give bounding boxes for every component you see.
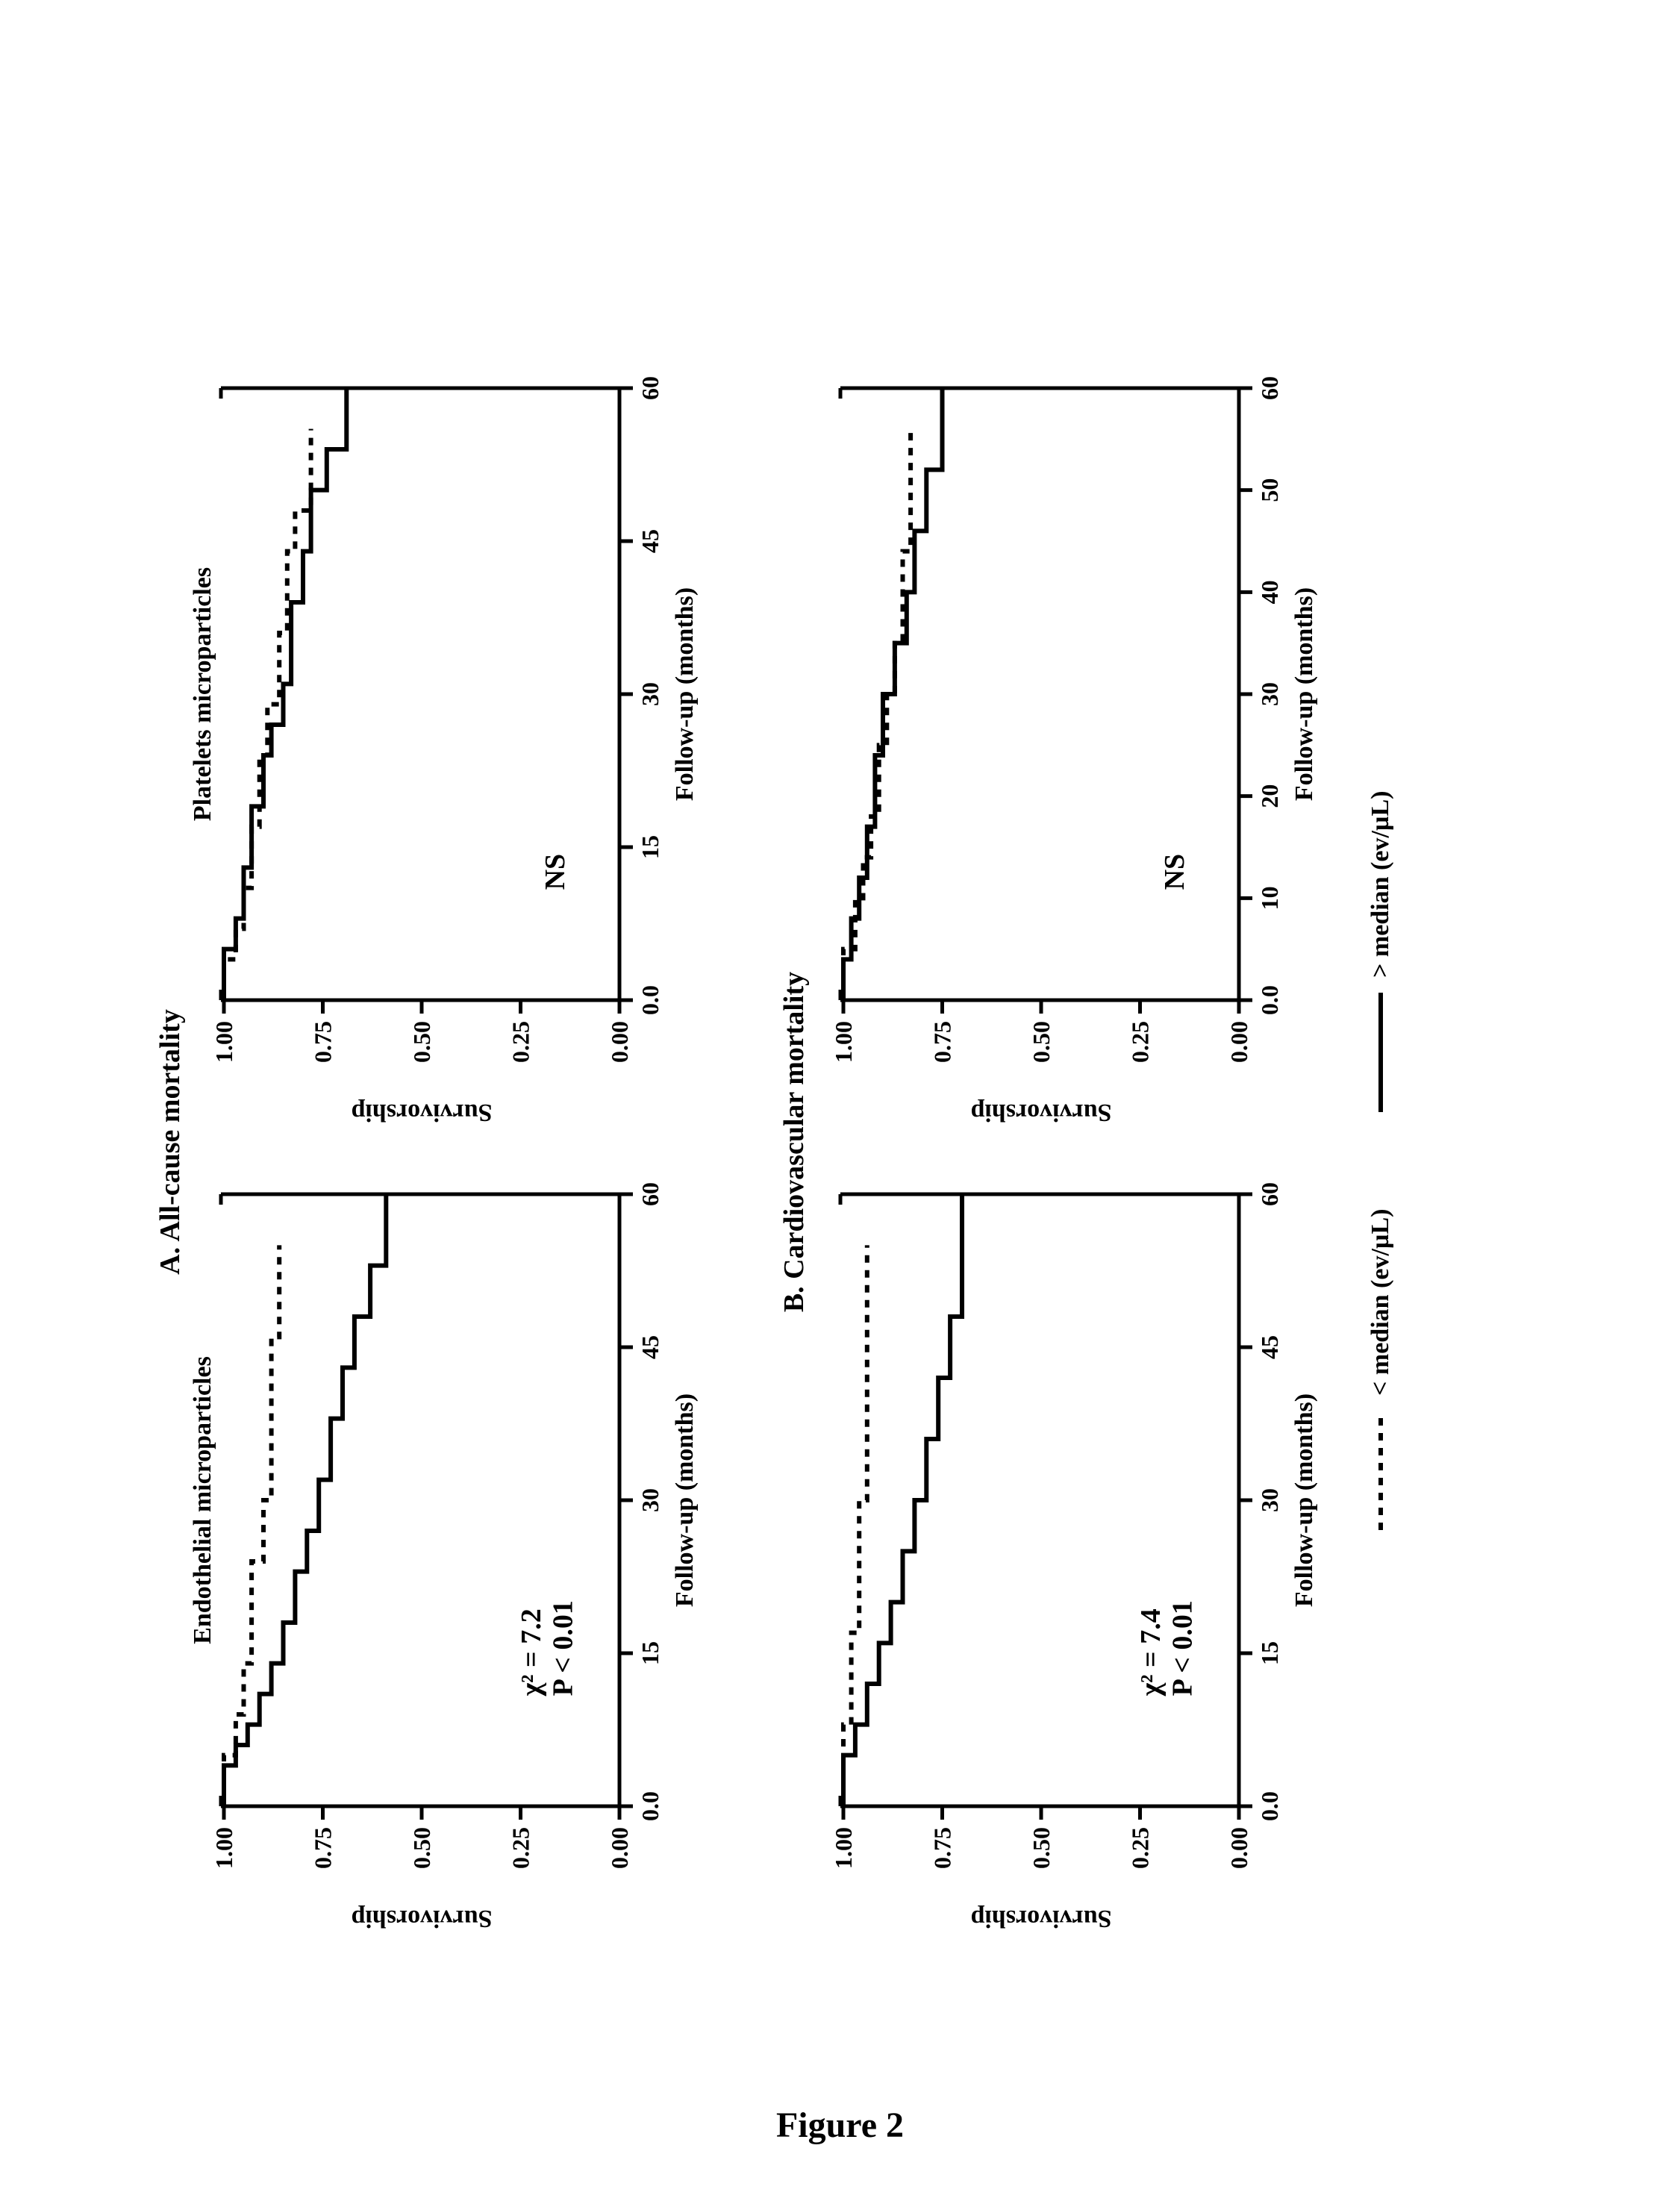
x-tick-label: 30 (637, 1488, 663, 1512)
x-axis-title: Follow-up (months) (1290, 1393, 1318, 1607)
stat-annotation: χ² = 7.4 (1135, 1608, 1167, 1696)
x-tick-label: 60 (1256, 1182, 1283, 1206)
x-tick-label: 20 (1256, 784, 1283, 808)
x-tick-label: 10 (1256, 886, 1283, 910)
x-tick-label: 15 (637, 835, 663, 859)
x-tick-label: 30 (1256, 1488, 1283, 1512)
x-tick-label: 40 (1256, 580, 1283, 604)
y-axis-title: Survivorship (971, 1905, 1112, 1932)
x-tick-label: 45 (1256, 1335, 1283, 1359)
y-tick-label: 0.25 (508, 1827, 534, 1869)
x-tick-label: 15 (1256, 1641, 1283, 1665)
x-tick-label: 60 (637, 1182, 663, 1206)
figure-page: Figure 2 A. All-cause mortality B. Cardio… (0, 0, 1680, 2210)
y-tick-label: 0.00 (606, 1021, 633, 1063)
y-tick-label: 0.00 (1225, 1827, 1252, 1869)
subplot-title: Platelets microparticles (189, 567, 216, 821)
x-tick-label: 30 (637, 682, 663, 706)
legend-dashed-label: < median (ev/µL) (1367, 1208, 1394, 1396)
stat-annotation: NS (1159, 854, 1190, 890)
legend-solid-label: > median (ev/µL) (1367, 790, 1394, 978)
y-tick-label: 0.00 (606, 1827, 633, 1869)
x-tick-label: 30 (1256, 682, 1283, 706)
x-axis-title: Follow-up (months) (671, 1393, 699, 1607)
km-curve-above-median (843, 1194, 962, 1806)
km-curve-below-median (224, 429, 311, 1000)
km-curve-above-median (224, 1194, 386, 1806)
km-curve-below-median (843, 429, 911, 1000)
x-tick-label: 0.0 (637, 985, 663, 1015)
x-tick-label: 15 (637, 1641, 663, 1665)
x-tick-label: 60 (637, 376, 663, 400)
y-tick-label: 1.00 (830, 1021, 857, 1063)
panel-b-title: B. Cardiovascular mortality (778, 972, 810, 1312)
y-tick-label: 0.25 (508, 1021, 534, 1063)
y-tick-label: 1.00 (830, 1827, 857, 1869)
stat-annotation: χ² = 7.2 (516, 1608, 547, 1696)
rotated-panel: A. All-cause mortality B. Cardiovascular … (127, 149, 1545, 2015)
subplot-title: Endothelial microparticles (189, 1356, 216, 1644)
stat-annotation: P < 0.01 (1167, 1600, 1198, 1696)
x-tick-label: 60 (1256, 376, 1283, 400)
x-tick-label: 0.0 (1256, 1791, 1283, 1821)
y-axis-title: Survivorship (352, 1099, 493, 1126)
y-tick-label: 1.00 (210, 1827, 237, 1869)
y-axis-title: Survivorship (352, 1905, 493, 1932)
y-tick-label: 0.50 (408, 1827, 435, 1869)
x-axis-title: Follow-up (months) (671, 587, 699, 801)
chart-grid: A. All-cause mortality B. Cardiovascular … (127, 149, 1545, 2015)
stat-annotation: NS (540, 854, 571, 890)
x-tick-label: 45 (637, 1335, 663, 1359)
y-tick-label: 0.25 (1127, 1827, 1154, 1869)
stat-annotation: P < 0.01 (547, 1600, 578, 1696)
km-curve-below-median (843, 1245, 867, 1806)
y-tick-label: 0.50 (408, 1021, 435, 1063)
figure-caption: Figure 2 (0, 2105, 1680, 2146)
y-tick-label: 0.00 (1225, 1021, 1252, 1063)
y-axis-title: Survivorship (971, 1099, 1112, 1126)
y-tick-label: 0.75 (929, 1021, 956, 1063)
km-curve-below-median (224, 1245, 279, 1806)
x-tick-label: 45 (637, 529, 663, 553)
y-tick-label: 0.25 (1127, 1021, 1154, 1063)
y-tick-label: 0.75 (929, 1827, 956, 1869)
x-tick-label: 0.0 (1256, 985, 1283, 1015)
x-tick-label: 0.0 (637, 1791, 663, 1821)
panel-a-title: A. All-cause mortality (154, 1009, 186, 1275)
y-tick-label: 0.75 (310, 1021, 337, 1063)
km-curve-above-median (224, 388, 346, 1000)
y-tick-label: 0.50 (1028, 1021, 1055, 1063)
y-tick-label: 0.75 (310, 1827, 337, 1869)
x-tick-label: 50 (1256, 478, 1283, 502)
x-axis-title: Follow-up (months) (1290, 587, 1318, 801)
y-tick-label: 1.00 (210, 1021, 237, 1063)
km-curve-above-median (843, 388, 943, 1000)
y-tick-label: 0.50 (1028, 1827, 1055, 1869)
